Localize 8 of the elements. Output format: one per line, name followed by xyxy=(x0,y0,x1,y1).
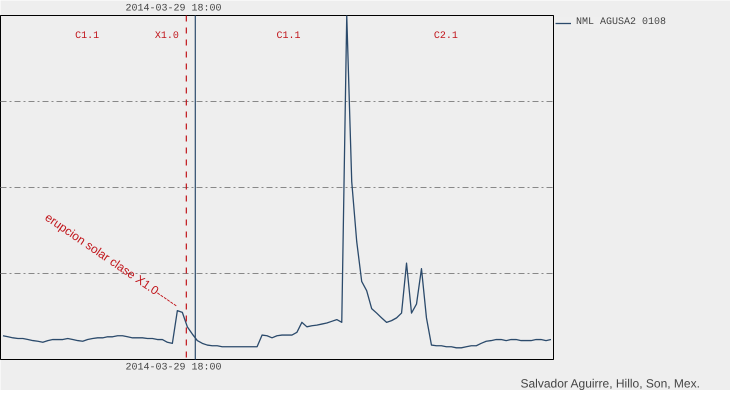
annotation: C1.1 xyxy=(75,30,100,42)
annotation: C2.1 xyxy=(434,30,458,42)
annotation: X1.0 xyxy=(154,30,179,42)
text: 2014-03-29 18:00 xyxy=(126,4,222,14)
text: Salvador Aguirre, Hillo, Son, Mex. xyxy=(520,376,700,390)
legend-label: NML AGUSA2 0108 xyxy=(576,17,666,28)
text: 2014-03-29 18:00 xyxy=(126,362,222,374)
annotation: C1.1 xyxy=(276,30,300,42)
